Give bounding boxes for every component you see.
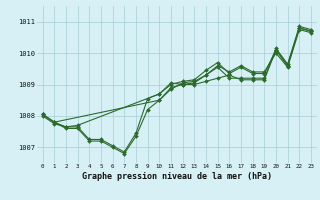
X-axis label: Graphe pression niveau de la mer (hPa): Graphe pression niveau de la mer (hPa) — [82, 172, 272, 181]
